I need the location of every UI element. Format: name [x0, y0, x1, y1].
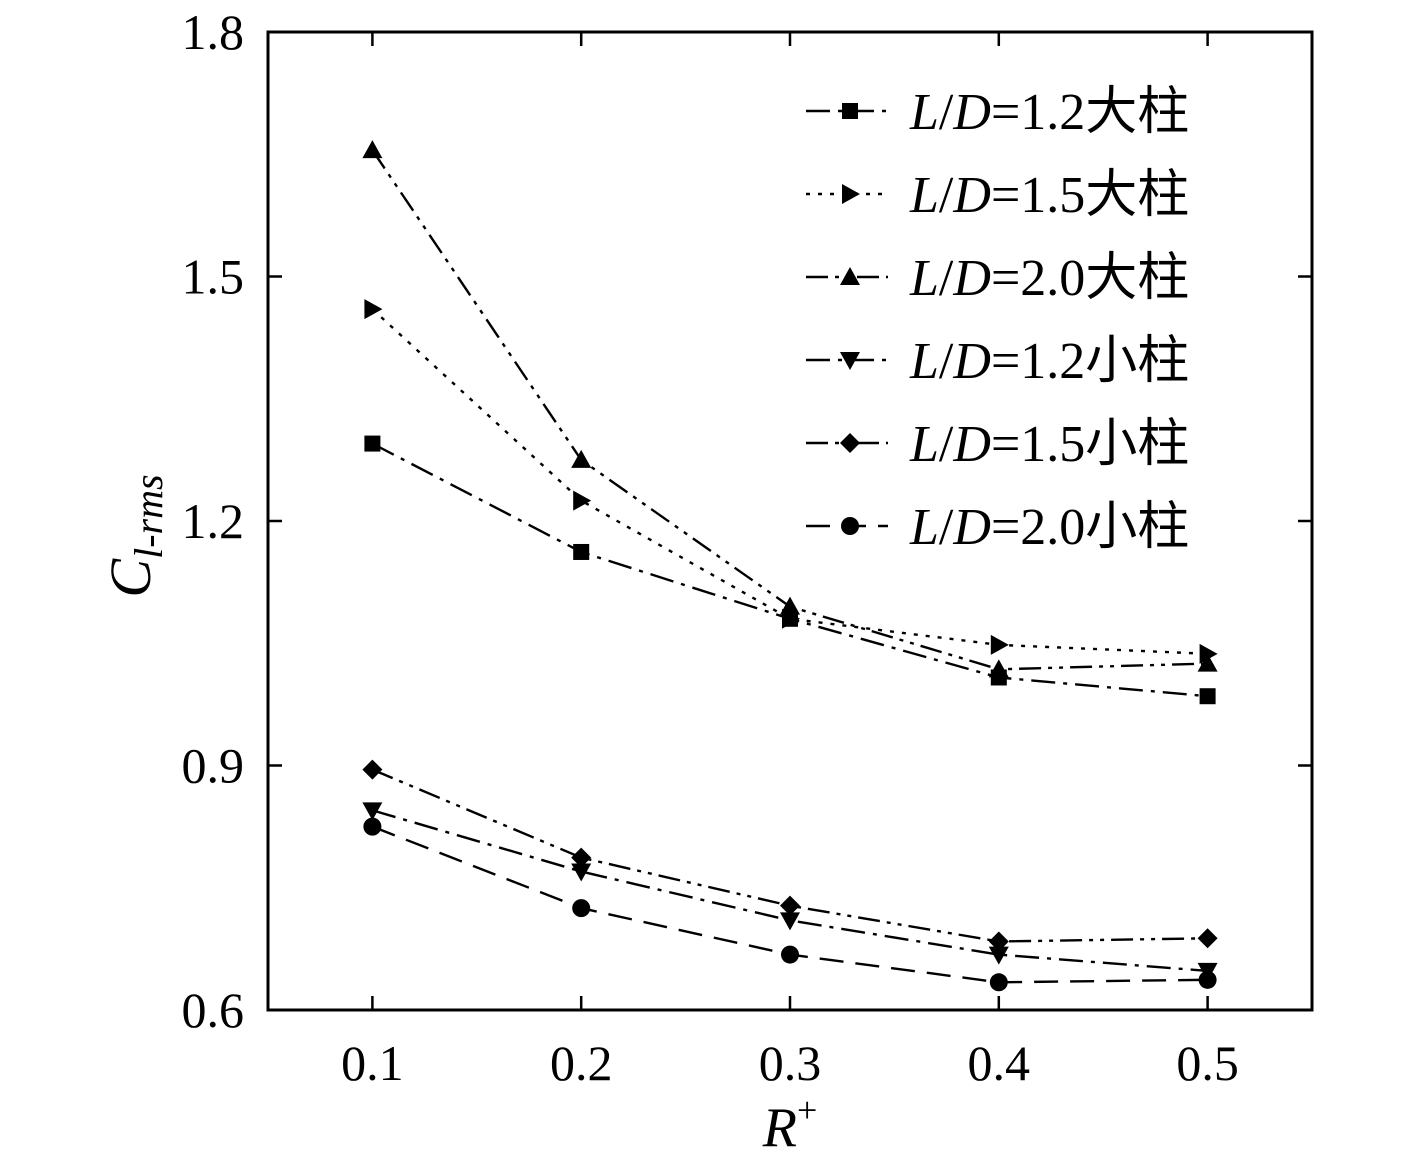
- data-point: [362, 140, 383, 159]
- data-point: [780, 912, 800, 931]
- legend-item-4: L/D=1.2小柱: [806, 333, 1189, 390]
- data-point: [362, 759, 383, 780]
- data-point: [780, 895, 800, 916]
- series-6: [363, 817, 1217, 992]
- legend-marker: [841, 517, 859, 535]
- series-layer: [362, 140, 1218, 992]
- data-point: [990, 634, 1009, 655]
- data-point: [989, 973, 1008, 992]
- data-point: [362, 802, 383, 821]
- y-tick-label: 1.8: [182, 4, 245, 60]
- data-point: [363, 817, 382, 836]
- data-point: [364, 435, 381, 452]
- x-tick-label: 0.5: [1176, 1035, 1239, 1091]
- legend-item-2: L/D=1.5大柱: [806, 167, 1189, 224]
- data-point: [364, 299, 383, 320]
- y-tick-label: 0.9: [182, 738, 245, 794]
- legend-label: L/D=1.2大柱: [909, 84, 1189, 141]
- ticks-layer: 0.1 0.2 0.3 0.4 0.5 0.6 0.9 1.2 1.5 1.8: [182, 4, 1312, 1091]
- legend-marker: [842, 103, 858, 119]
- data-point: [1198, 970, 1217, 989]
- data-point: [573, 490, 592, 511]
- x-tick-label: 0.2: [550, 1035, 613, 1091]
- legend-marker: [840, 267, 860, 285]
- series-2: [364, 299, 1218, 664]
- data-point: [1199, 688, 1216, 705]
- data-point: [573, 543, 590, 560]
- x-axis-title-main: R: [762, 1097, 797, 1159]
- series-5: [362, 759, 1218, 952]
- legend-label: L/D=1.2小柱: [909, 333, 1189, 390]
- legend-label: L/D=1.5小柱: [909, 416, 1189, 473]
- data-point: [572, 899, 591, 918]
- legend-item-1: L/D=1.2大柱: [806, 84, 1189, 141]
- legend-label: L/D=2.0小柱: [909, 499, 1189, 556]
- x-axis-title-superscript: +: [797, 1090, 817, 1130]
- data-point: [1199, 643, 1218, 664]
- legend-marker: [840, 433, 860, 453]
- x-tick-label: 0.1: [341, 1035, 404, 1091]
- legend-item-3: L/D=2.0大柱: [806, 250, 1189, 307]
- legend-marker: [842, 184, 860, 204]
- data-point: [988, 659, 1009, 678]
- data-point: [781, 945, 799, 964]
- legend-item-6: L/D=2.0小柱: [806, 499, 1189, 556]
- series-4: [362, 802, 1218, 981]
- data-point: [571, 449, 592, 468]
- legend-marker: [840, 352, 860, 370]
- y-axis-title: Cl-rms: [98, 474, 171, 597]
- x-tick-label: 0.3: [759, 1035, 822, 1091]
- data-point: [1197, 928, 1218, 949]
- y-axis-title-subscript: l-rms: [126, 474, 171, 558]
- y-tick-label: 0.6: [182, 982, 245, 1038]
- x-axis-title: R+: [762, 1090, 818, 1159]
- y-tick-label: 1.5: [182, 249, 245, 305]
- legend-label: L/D=1.5大柱: [909, 167, 1189, 224]
- legend-label: L/D=2.0大柱: [909, 250, 1189, 307]
- data-point: [988, 946, 1009, 965]
- y-tick-label: 1.2: [182, 493, 245, 549]
- legend-item-5: L/D=1.5小柱: [806, 416, 1189, 473]
- data-point: [780, 596, 800, 615]
- x-tick-label: 0.4: [968, 1035, 1031, 1091]
- y-axis-title-main: C: [98, 558, 163, 598]
- data-point: [988, 931, 1009, 952]
- data-point: [571, 863, 592, 882]
- data-point: [571, 847, 592, 868]
- data-point: [1197, 653, 1218, 672]
- series-line: [372, 809, 1208, 973]
- legend: L/D=1.2大柱 L/D=1.5大柱 L/D=2.0大柱 L/D=1.2小柱 L/D=…: [806, 84, 1189, 556]
- series-3: [362, 140, 1218, 678]
